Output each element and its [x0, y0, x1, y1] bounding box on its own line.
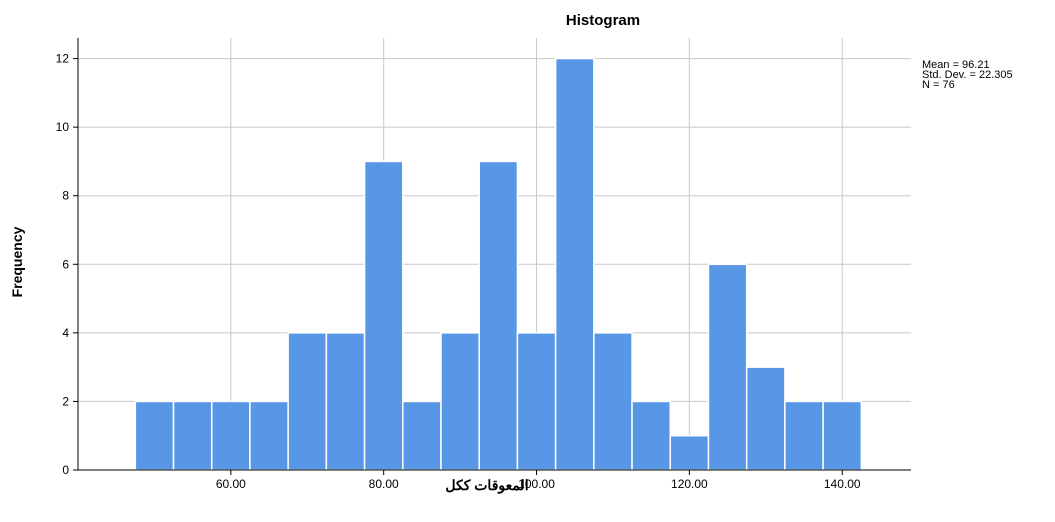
axes: [73, 38, 911, 475]
histogram-bar: [134, 400, 175, 471]
summary-statistics: Mean = 96.21 Std. Dev. = 22.305 N = 76: [922, 59, 1013, 91]
x-tick-label: 60.00: [216, 477, 246, 491]
histogram-bar: [440, 332, 480, 471]
x-tick-label: 140.00: [824, 477, 861, 491]
histogram-bar: [249, 400, 289, 471]
histogram-bar: [478, 160, 519, 471]
x-axis-title: المعوقات ككل: [445, 477, 528, 494]
histogram-bar: [554, 57, 595, 471]
y-tick-label: 0: [62, 463, 69, 477]
histogram-bar: [822, 400, 863, 471]
histogram-bar: [516, 332, 557, 471]
histogram-bar: [669, 434, 710, 471]
histogram-bar: [172, 400, 213, 471]
tick-labels: 0 2 4 6 8 10 12 60.00 80.00 100.00 120.00 140.00: [56, 52, 861, 491]
stat-std-dev: Std. Dev. = 22.305: [922, 69, 1013, 81]
histogram-bar: [210, 400, 251, 471]
histogram-bar: [745, 366, 786, 471]
histogram-bar: [593, 332, 633, 471]
stat-mean: Mean = 96.21: [922, 59, 990, 71]
y-axis-title: Frequency: [9, 226, 25, 297]
histogram-bar: [631, 400, 672, 471]
histogram-bar: [784, 400, 824, 471]
x-tick-label: 80.00: [369, 477, 399, 491]
y-tick-label: 6: [62, 257, 69, 271]
y-tick-label: 8: [62, 189, 69, 203]
y-tick-label: 10: [56, 120, 70, 134]
histogram-bar: [363, 160, 404, 471]
stat-n: N = 76: [922, 79, 955, 91]
histogram-bar: [402, 400, 442, 471]
histogram-bar: [287, 332, 328, 471]
histogram-bar: [325, 332, 366, 471]
x-tick-label: 120.00: [671, 477, 708, 491]
grid-lines: [78, 38, 911, 470]
y-tick-label: 4: [62, 326, 69, 340]
x-tick-label: 100.00: [518, 477, 555, 491]
bars: [134, 57, 863, 471]
chart-title: Histogram: [566, 12, 640, 29]
y-tick-label: 12: [56, 52, 70, 66]
y-tick-label: 2: [62, 394, 69, 408]
histogram-bar: [707, 263, 748, 471]
